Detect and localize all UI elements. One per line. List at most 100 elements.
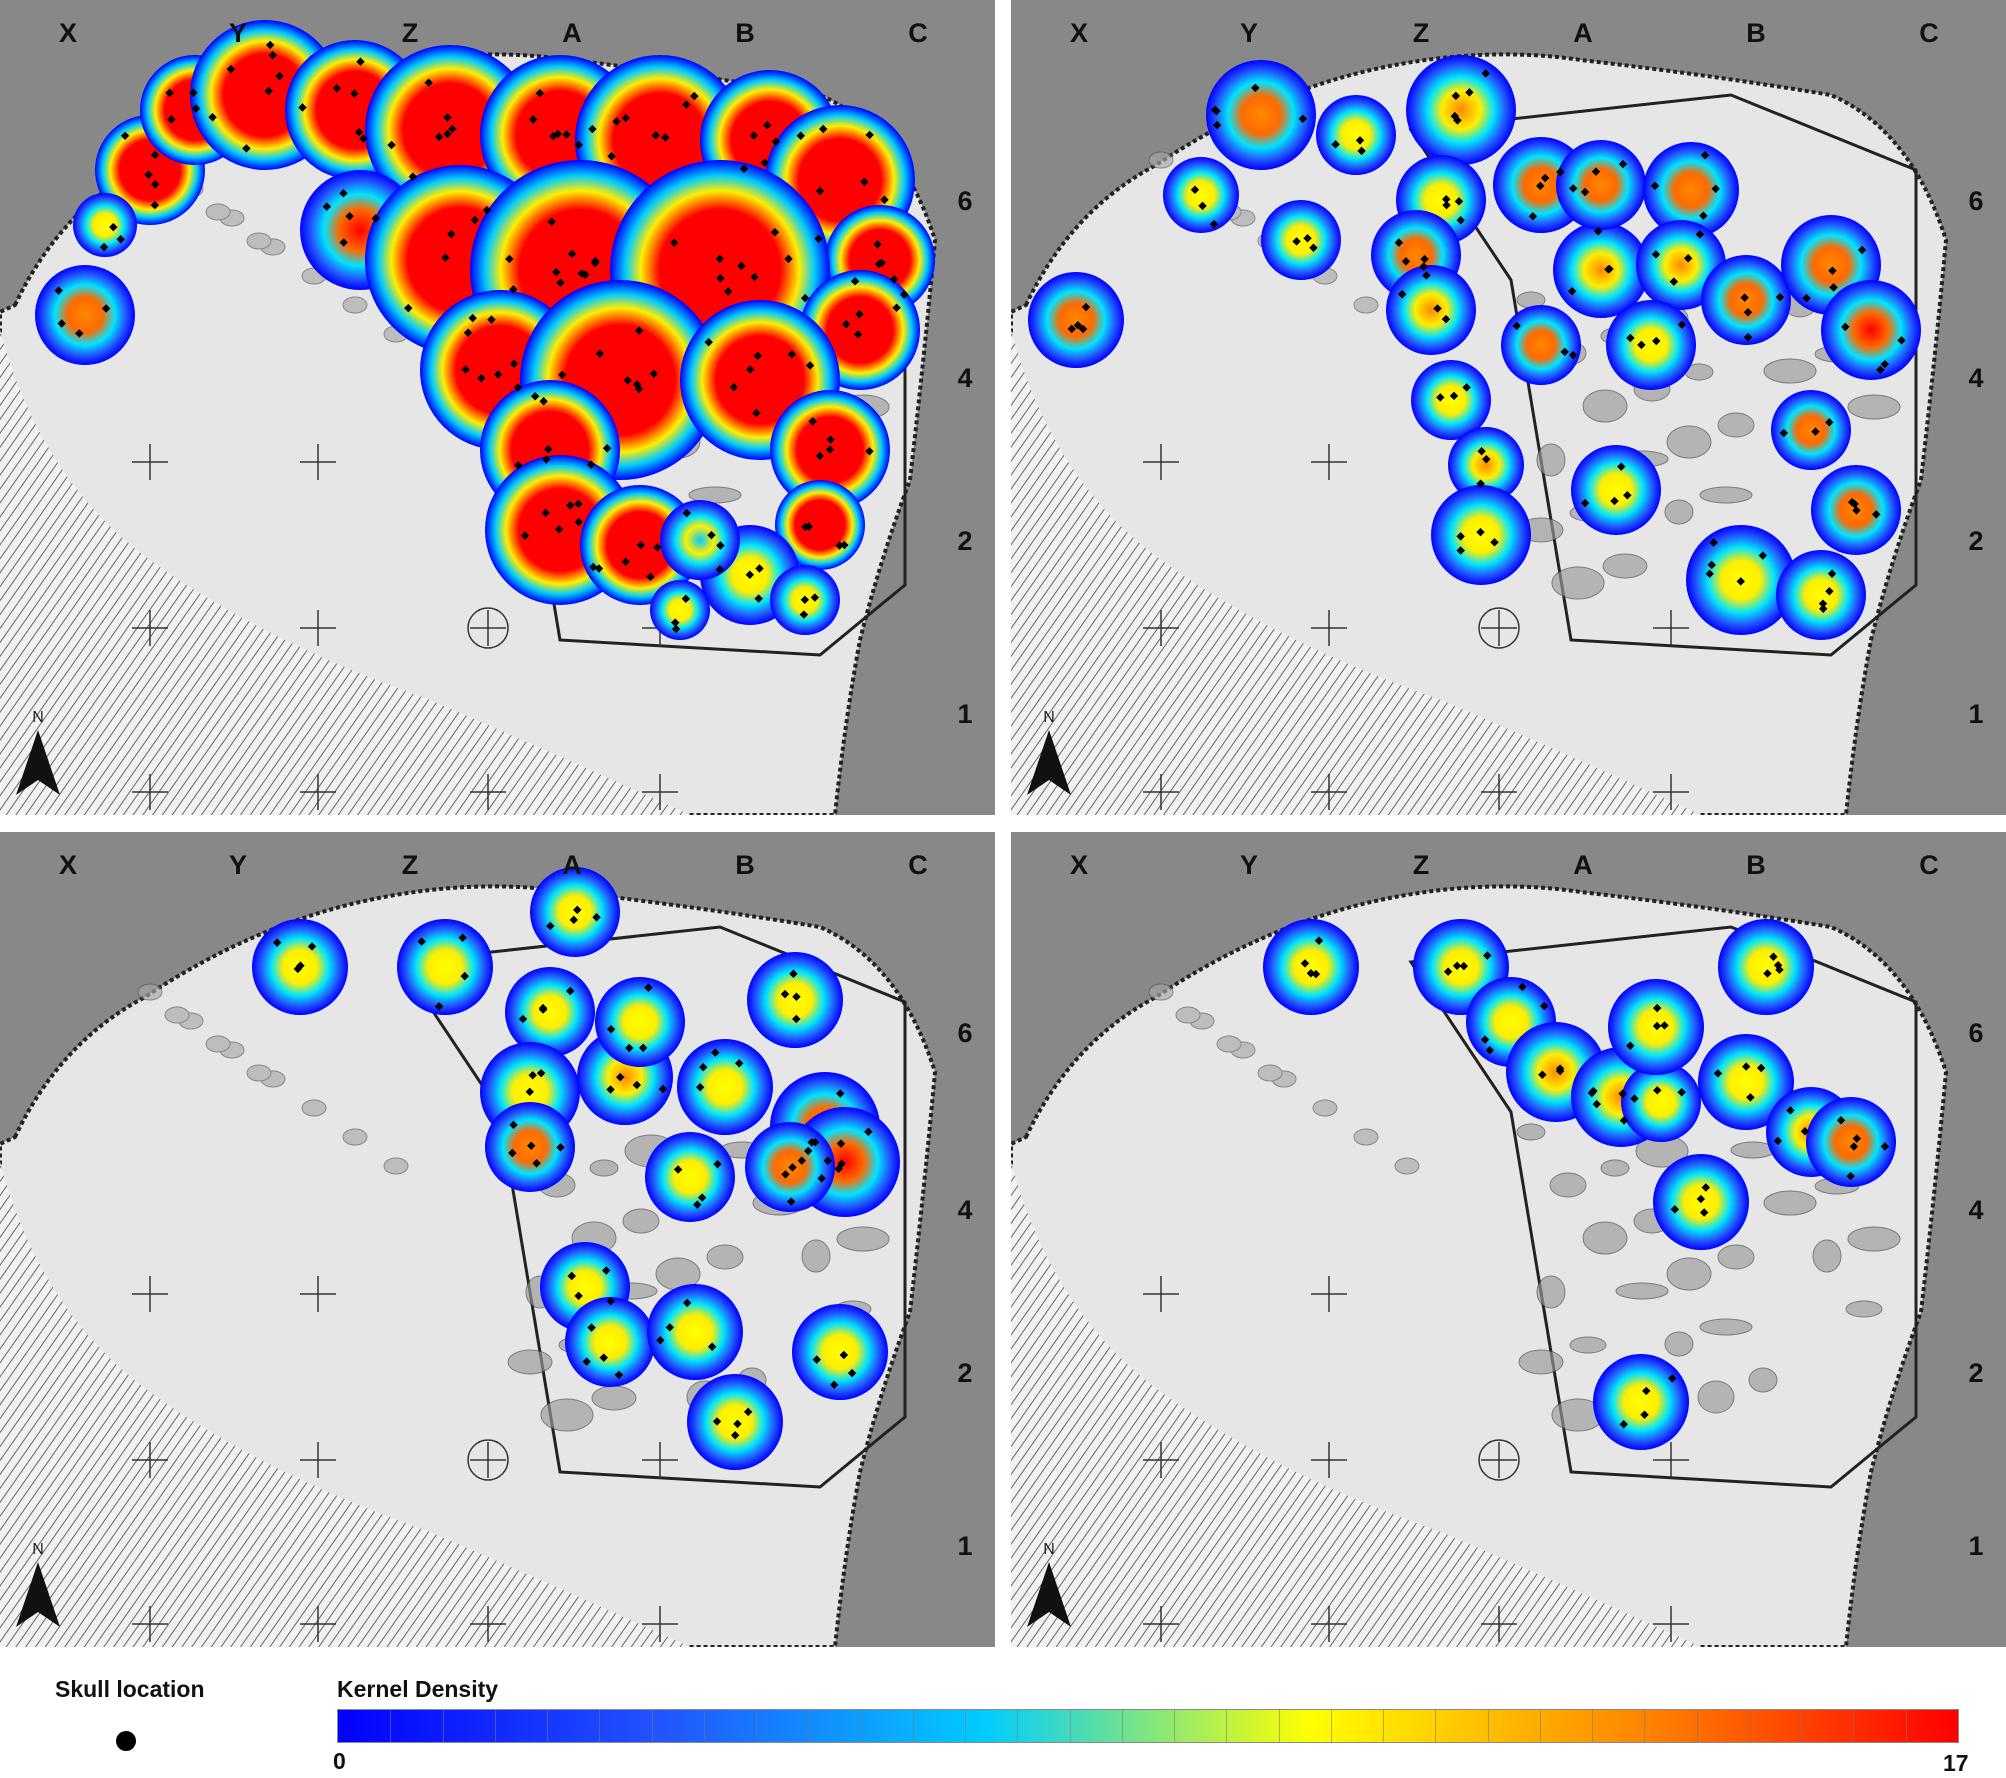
skull-point <box>1592 1099 1601 1109</box>
skull-point <box>1604 265 1613 274</box>
density-hotspot <box>1386 265 1476 355</box>
legend-skull-title: Skull location <box>55 1676 205 1702</box>
skull-point <box>1652 1003 1662 1013</box>
skull-point <box>1828 266 1837 276</box>
skull-point <box>1695 230 1705 239</box>
ramp-cell-divider <box>912 1710 914 1742</box>
north-label: N <box>1043 709 1055 726</box>
north-arrow-icon <box>1027 1562 1071 1627</box>
skull-point <box>735 1059 744 1068</box>
density-hotspot <box>1771 390 1851 470</box>
plan-feature <box>246 232 272 250</box>
unexcavated-area <box>0 1162 690 1647</box>
skull-point <box>855 310 864 319</box>
ramp-cell-divider <box>1069 1710 1071 1742</box>
skull-point <box>681 594 691 603</box>
skull-point <box>752 408 761 418</box>
skull-point <box>101 304 111 313</box>
density-map-panel-top-left: X Y Z A B C 6 4 2 1 N <box>0 0 995 815</box>
skull-point <box>1490 538 1499 547</box>
skull-point <box>1626 333 1635 343</box>
grid-column-label: B <box>1746 18 1766 48</box>
skull-point <box>656 1336 665 1345</box>
skull-point <box>704 337 713 347</box>
skull-point <box>1587 1088 1597 1098</box>
unexcavated-area <box>0 330 690 815</box>
skull-point <box>556 278 565 287</box>
skull-point <box>1849 1142 1859 1151</box>
density-hotspot <box>1163 157 1239 233</box>
skull-point <box>404 303 413 313</box>
skull-point <box>150 200 160 210</box>
skull-point <box>460 971 469 981</box>
skull-point <box>730 1430 740 1440</box>
skull-point <box>1637 340 1646 350</box>
north-arrow-icon <box>1027 730 1071 795</box>
skull-point <box>1741 1062 1751 1071</box>
grid-column-label: A <box>562 18 582 48</box>
skull-point <box>1880 1142 1890 1151</box>
skull-point <box>825 445 835 454</box>
plan-feature <box>1582 1221 1628 1255</box>
skull-point <box>1758 551 1768 560</box>
legend-density-title: Kernel Density <box>337 1676 499 1702</box>
grid-column-label: B <box>735 850 755 880</box>
skull-point <box>1441 314 1451 324</box>
skull-point <box>853 330 863 339</box>
skull-point <box>614 1370 624 1380</box>
skull-point <box>839 1350 849 1360</box>
skull-point <box>242 144 251 153</box>
skull-point <box>1779 428 1789 438</box>
skull-point <box>594 564 604 573</box>
legend-min-value: 0 <box>333 1748 346 1774</box>
grid-row-label: 6 <box>957 1018 972 1048</box>
grid-row-label: 1 <box>1968 1531 1983 1561</box>
skull-point <box>1668 1374 1677 1383</box>
skull-point <box>574 1291 583 1301</box>
skull-point <box>1740 293 1749 302</box>
ramp-cell-divider <box>442 1710 444 1742</box>
skull-point <box>729 382 739 392</box>
skull-point <box>623 376 632 385</box>
skull-point <box>339 238 348 247</box>
skull-point <box>1841 322 1850 332</box>
skull-point <box>754 594 763 603</box>
skull-point <box>1700 151 1710 160</box>
skull-point <box>434 132 444 142</box>
skull-point <box>509 285 518 294</box>
skull-point <box>892 303 901 312</box>
skull-point <box>463 328 473 337</box>
skull-point <box>1705 569 1714 578</box>
skull-point <box>1540 1001 1549 1011</box>
skull-point <box>1852 506 1861 515</box>
plan-feature <box>1549 1172 1587 1198</box>
skull-point <box>307 942 317 951</box>
skull-point <box>1652 1021 1662 1031</box>
ramp-cell-divider <box>1278 1710 1280 1742</box>
skull-point <box>1452 961 1462 971</box>
ramp-cell-divider <box>1226 1710 1228 1742</box>
grid-row-label: 6 <box>957 186 972 216</box>
density-hotspot <box>1206 60 1316 170</box>
skull-point <box>272 938 282 947</box>
grid-column-label: Z <box>402 850 419 880</box>
skull-point <box>602 443 612 453</box>
grid-column-label: Y <box>229 18 247 48</box>
skull-point <box>1827 569 1837 578</box>
skull-point <box>780 989 790 999</box>
skull-point <box>275 71 284 81</box>
skull-point <box>470 215 480 225</box>
skull-location-marker-icon <box>116 1731 136 1751</box>
north-arrow-icon <box>16 730 60 795</box>
density-hotspot <box>792 1304 888 1400</box>
skull-point <box>781 1170 790 1179</box>
ramp-cell-divider <box>1644 1710 1646 1742</box>
skull-point <box>804 522 814 531</box>
grid-column-label: C <box>1919 18 1939 48</box>
grid-column-label: X <box>59 18 77 48</box>
skull-point <box>525 1087 535 1097</box>
skull-point <box>707 530 716 540</box>
skull-point <box>482 205 492 215</box>
skull-point <box>1876 365 1885 375</box>
skull-point <box>1669 277 1679 286</box>
